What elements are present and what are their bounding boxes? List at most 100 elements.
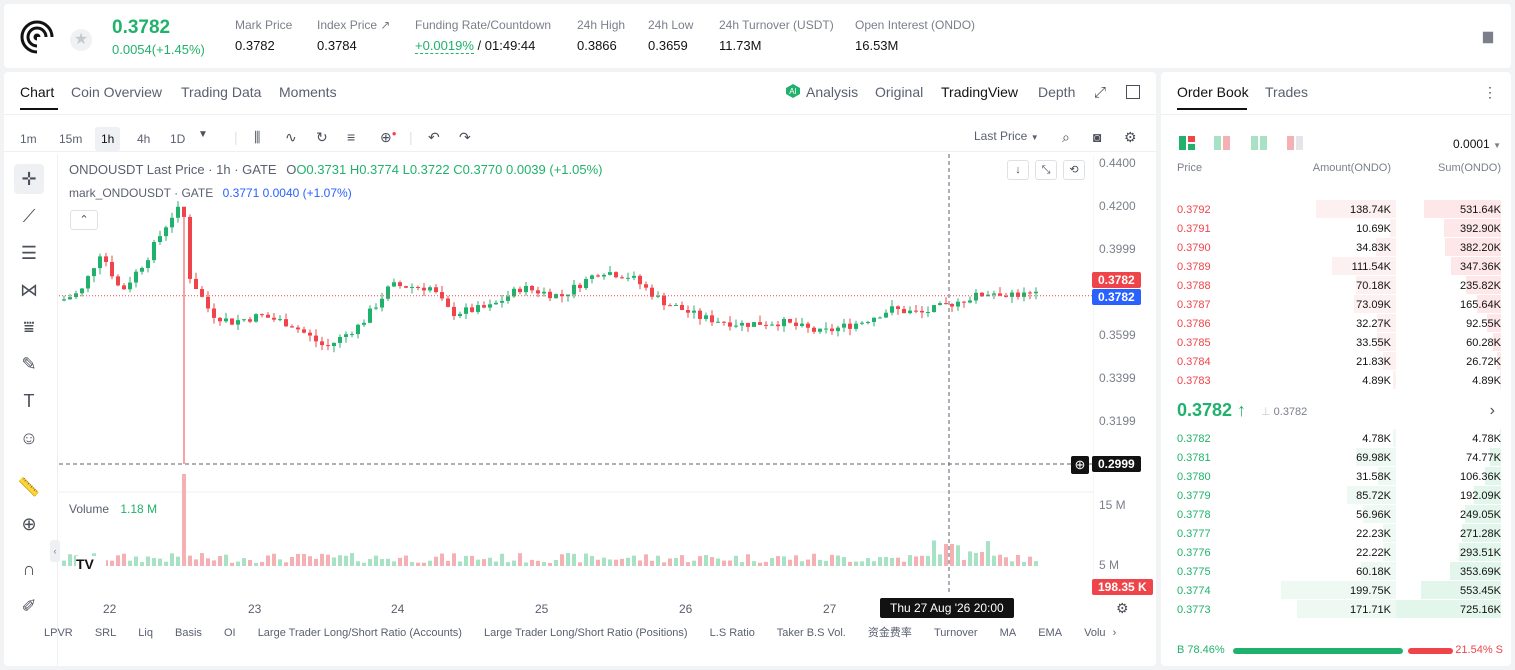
brush-icon[interactable]: ✎ (21, 354, 37, 374)
chevron-right-icon[interactable]: › (1112, 627, 1117, 639)
bid-row[interactable]: 0.3773 171.71K 725.16K (1161, 600, 1511, 619)
ask-row[interactable]: 0.3790 34.83K 382.20K (1161, 238, 1511, 257)
reset-icon[interactable]: ⟲ (1063, 160, 1085, 180)
ask-row[interactable]: 0.3785 33.55K 60.28K (1161, 333, 1511, 352)
indicator-volume[interactable]: Volu (1084, 627, 1106, 639)
replay-icon[interactable]: ↻ (316, 129, 328, 145)
indicator-ma[interactable]: MA (999, 627, 1017, 639)
ask-row[interactable]: 0.3787 73.09K 165.64K (1161, 295, 1511, 314)
templates-icon[interactable]: ≡ (347, 129, 356, 145)
indicator-ls-ratio[interactable]: L.S Ratio (709, 627, 755, 639)
pattern-icon[interactable]: ⋈ (20, 280, 38, 300)
amount-cell: 138.74K (1350, 204, 1391, 216)
candle-body (140, 267, 144, 272)
ask-row[interactable]: 0.3784 21.83K 26.72K (1161, 352, 1511, 371)
tab-order-book[interactable]: Order Book (1177, 84, 1249, 100)
tab-chart[interactable]: Chart (20, 84, 55, 100)
view-both-icon[interactable] (1179, 136, 1195, 150)
bid-row[interactable]: 0.3779 85.72K 192.09K (1161, 486, 1511, 505)
ask-row[interactable]: 0.3786 32.27K 92.55K (1161, 314, 1511, 333)
collapse-arrows-icon[interactable]: ⤡ (1035, 160, 1057, 180)
tab-trades[interactable]: Trades (1265, 84, 1309, 100)
indicator-basis[interactable]: Basis (175, 627, 202, 639)
timeframe-1m[interactable]: 1m (20, 132, 37, 146)
indicator-ema[interactable]: EMA (1038, 627, 1063, 639)
add-alert-icon[interactable]: ⊕● (380, 129, 397, 145)
expand-icon[interactable]: ⤢ (1094, 84, 1107, 101)
fib-icon[interactable]: ⩸ (23, 317, 35, 337)
scroll-down-icon[interactable]: ↓ (1007, 160, 1029, 180)
amount-cell: 4.78K (1362, 433, 1391, 445)
chevron-right-icon[interactable]: › (1489, 402, 1495, 419)
indicator-srl[interactable]: SRL (94, 627, 117, 639)
indicator-trader-ratio-positions[interactable]: Large Trader Long/Short Ratio (Positions… (483, 627, 688, 639)
volume-bar (398, 557, 402, 566)
collapse-toolbar-icon[interactable]: ‹ (50, 540, 60, 562)
add-order-plus-icon[interactable]: ⊕ (1071, 456, 1089, 474)
bid-row[interactable]: 0.3776 22.22K 293.51K (1161, 543, 1511, 562)
stat-index-price[interactable]: Index Price ↗ 0.3784 (317, 18, 391, 53)
view-compact-icon[interactable] (1287, 136, 1303, 150)
tab-depth[interactable]: Depth (1038, 84, 1076, 100)
bid-row[interactable]: 0.3778 56.96K 249.05K (1161, 505, 1511, 524)
view-bids-icon[interactable] (1214, 136, 1230, 150)
candle-body (254, 314, 258, 322)
indicator-lpvr[interactable]: LPVR (44, 627, 73, 639)
price-tick: 0.3999 (1099, 242, 1136, 256)
window-icon[interactable] (1126, 85, 1140, 99)
indicator-taker-vol[interactable]: Taker B.S Vol. (776, 627, 846, 639)
camera-icon[interactable]: ◙ (1093, 129, 1102, 145)
bid-row[interactable]: 0.3782 4.78K 4.78K (1161, 429, 1511, 448)
chart-settings-icon[interactable]: ⚙ (1116, 600, 1129, 616)
indicators-icon[interactable]: ∿ (285, 129, 297, 145)
ask-row[interactable]: 0.3788 70.18K 235.82K (1161, 276, 1511, 295)
settings-gear-icon[interactable]: ⚙ (1124, 129, 1137, 145)
collapse-legend-button[interactable]: ⌃ (70, 210, 98, 230)
indicator-turnover[interactable]: Turnover (933, 627, 978, 639)
bid-row[interactable]: 0.3774 199.75K 553.45K (1161, 581, 1511, 600)
tab-tradingview[interactable]: TradingView (941, 84, 1019, 100)
pencil-lock-icon[interactable]: ✐ (21, 596, 37, 616)
tab-coin-overview[interactable]: Coin Overview (71, 84, 163, 100)
tab-original[interactable]: Original (875, 84, 924, 100)
view-asks-icon[interactable] (1251, 136, 1267, 150)
ask-row[interactable]: 0.3791 10.69K 392.90K (1161, 219, 1511, 238)
bid-row[interactable]: 0.3781 69.98K 74.77K (1161, 448, 1511, 467)
timeframe-1d[interactable]: 1D (170, 132, 186, 146)
indicator-oi[interactable]: OI (224, 627, 236, 639)
precision-select[interactable]: 0.0001 ▼ (1453, 137, 1501, 151)
redo-icon[interactable]: ↷ (459, 129, 471, 145)
bid-row[interactable]: 0.3780 31.58K 106.36K (1161, 467, 1511, 486)
more-menu-icon[interactable]: ⋮ (1483, 84, 1497, 100)
favorite-star-icon[interactable]: ★ (70, 29, 92, 51)
timeframe-dropdown-icon[interactable]: ▼ (198, 129, 208, 140)
search-icon[interactable]: ⌕ (1062, 129, 1070, 145)
timeframe-4h[interactable]: 4h (137, 132, 151, 146)
timeframe-15m[interactable]: 15m (59, 132, 83, 146)
bid-row[interactable]: 0.3775 60.18K 353.69K (1161, 562, 1511, 581)
candle-type-icon[interactable]: ⫼ (254, 129, 261, 145)
indicator-liq[interactable]: Liq (138, 627, 153, 639)
magnet-icon[interactable]: ∩ (22, 559, 36, 579)
indicator-funding-rate[interactable]: 资金费率 (867, 627, 912, 639)
crosshair-icon[interactable]: ✛ (14, 164, 44, 194)
price-chart[interactable] (59, 154, 1094, 594)
tab-moments[interactable]: Moments (279, 84, 337, 100)
tab-analysis[interactable]: Analysis (806, 84, 859, 100)
undo-icon[interactable]: ↶ (428, 129, 440, 145)
ask-row[interactable]: 0.3789 111.54K 347.36K (1161, 257, 1511, 276)
bid-row[interactable]: 0.3777 22.23K 271.28K (1161, 524, 1511, 543)
ask-row[interactable]: 0.3783 4.89K 4.89K (1161, 371, 1511, 390)
zoom-in-icon[interactable]: ⊕ (21, 514, 37, 534)
ruler-icon[interactable]: 📏 (17, 477, 41, 497)
book-icon[interactable]: ▆ (1483, 28, 1493, 43)
tab-trading-data[interactable]: Trading Data (181, 84, 262, 100)
emoji-icon[interactable]: ☺ (19, 428, 39, 448)
ask-row[interactable]: 0.3792 138.74K 531.64K (1161, 200, 1511, 219)
horizontal-lines-icon[interactable]: ☰ (20, 243, 38, 263)
price-type-select[interactable]: Last Price ▼ (974, 129, 1039, 143)
timeframe-1h[interactable]: 1h (95, 127, 121, 151)
text-tool-icon[interactable]: T (23, 391, 35, 411)
trendline-icon[interactable]: ⟋ (22, 206, 36, 226)
indicator-trader-ratio-accounts[interactable]: Large Trader Long/Short Ratio (Accounts) (257, 627, 462, 639)
